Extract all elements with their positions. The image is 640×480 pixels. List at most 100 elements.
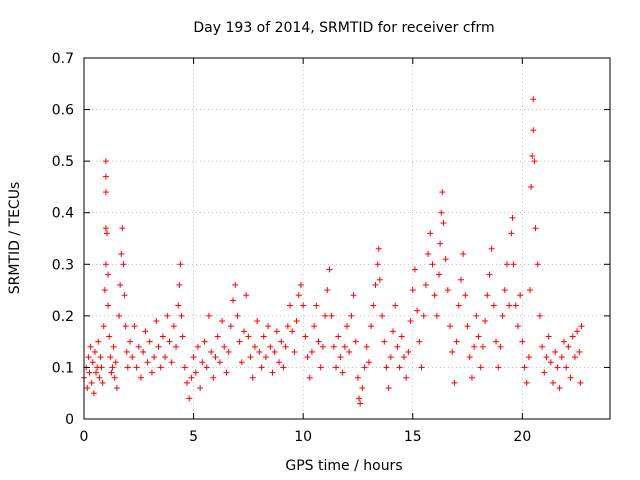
data-point [392,302,399,309]
x-tick-label: 15 [404,429,422,445]
data-point [451,379,458,386]
y-tick-label: 0.5 [52,154,74,170]
data-point [350,292,357,299]
data-point [466,354,473,361]
data-point [447,323,454,330]
data-point [495,364,502,371]
data-point [282,343,289,350]
data-point [90,390,97,397]
data-point [119,225,126,232]
data-point [547,359,554,366]
data-point [267,343,274,350]
data-point [433,312,440,319]
data-point [214,333,221,340]
data-point [335,333,342,340]
data-point [96,374,103,381]
y-tick-label: 0.4 [52,206,74,222]
data-point [260,333,267,340]
data-point [291,348,298,355]
data-point [545,333,552,340]
data-point [462,292,469,299]
data-point [486,271,493,278]
data-point [422,281,429,288]
data-point [247,354,254,361]
data-point [120,261,127,268]
data-point [531,158,538,165]
data-point [142,328,149,335]
data-point [236,338,243,345]
data-points [81,96,585,407]
y-tick-label: 0.6 [52,103,74,119]
data-point [437,240,444,247]
data-point [106,333,113,340]
data-point [95,338,102,345]
data-point [528,183,535,190]
plot-frame [83,57,611,420]
data-point [109,364,116,371]
data-point [99,379,106,386]
data-point [341,343,348,350]
data-point [113,385,120,392]
y-tick-label: 0 [65,412,74,428]
data-point [550,379,557,386]
data-point [85,354,92,361]
data-point [122,323,129,330]
data-point [240,328,247,335]
x-tick-labels: 0 5 10 15 20 [80,429,532,445]
data-point [179,333,186,340]
data-point [381,338,388,345]
data-point [333,364,340,371]
data-point [159,333,166,340]
data-point [105,302,112,309]
data-point [374,261,381,268]
data-point [427,230,434,237]
data-point [102,225,109,232]
data-point [506,302,513,309]
data-point [118,250,125,257]
data-point [170,323,177,330]
data-point [534,261,541,268]
data-point [124,364,131,371]
data-point [216,359,223,366]
data-point [221,343,228,350]
data-point [295,292,302,299]
data-point [514,323,521,330]
data-point [387,354,394,361]
data-point [117,281,124,288]
data-point [186,395,193,402]
data-point [484,292,491,299]
data-point [317,364,324,371]
x-tick-label: 5 [189,429,198,445]
data-point [100,323,107,330]
data-point [407,318,414,325]
data-point [499,312,506,319]
data-point [116,312,123,319]
data-point [436,271,443,278]
data-point [363,343,370,350]
data-point [488,245,495,252]
data-point [523,379,530,386]
data-point [101,287,108,294]
y-tick-labels: 0 0.1 0.2 0.3 0.4 0.5 0.6 0.7 [52,51,74,428]
data-point [398,333,405,340]
data-point [251,343,258,350]
data-point [102,173,109,180]
data-point [284,323,291,330]
data-point [137,374,144,381]
data-point [519,338,526,345]
data-point [302,333,309,340]
data-point [385,385,392,392]
data-point [394,343,401,350]
data-point [356,395,363,402]
data-point [123,348,130,355]
data-point [577,379,584,386]
data-point [517,292,524,299]
data-point [324,287,331,294]
data-point [254,318,261,325]
data-point [105,271,112,278]
data-point [468,374,475,381]
data-point [190,354,197,361]
data-point [208,348,215,355]
data-point [383,364,390,371]
data-point [315,338,322,345]
